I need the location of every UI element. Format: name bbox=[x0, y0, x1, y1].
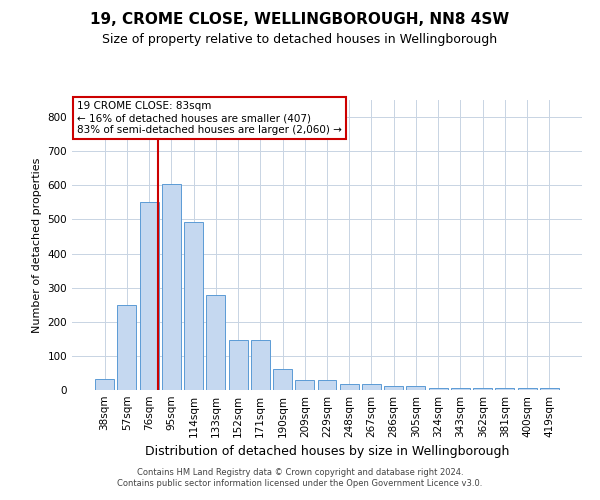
Bar bbox=[451, 388, 470, 390]
Bar bbox=[518, 388, 536, 390]
Bar bbox=[251, 340, 270, 390]
Bar bbox=[140, 202, 158, 390]
Bar bbox=[406, 386, 425, 390]
Bar bbox=[317, 380, 337, 390]
Bar bbox=[340, 384, 359, 390]
Text: Size of property relative to detached houses in Wellingborough: Size of property relative to detached ho… bbox=[103, 32, 497, 46]
Text: 19 CROME CLOSE: 83sqm
← 16% of detached houses are smaller (407)
83% of semi-det: 19 CROME CLOSE: 83sqm ← 16% of detached … bbox=[77, 102, 342, 134]
Bar bbox=[295, 380, 314, 390]
Bar bbox=[184, 222, 203, 390]
Bar bbox=[162, 184, 181, 390]
Bar bbox=[229, 340, 248, 390]
Bar bbox=[473, 388, 492, 390]
Bar bbox=[429, 388, 448, 390]
X-axis label: Distribution of detached houses by size in Wellingborough: Distribution of detached houses by size … bbox=[145, 446, 509, 458]
Bar bbox=[540, 388, 559, 390]
Y-axis label: Number of detached properties: Number of detached properties bbox=[32, 158, 42, 332]
Bar bbox=[95, 379, 114, 390]
Bar bbox=[118, 306, 136, 390]
Bar bbox=[384, 386, 403, 390]
Bar bbox=[496, 388, 514, 390]
Text: 19, CROME CLOSE, WELLINGBOROUGH, NN8 4SW: 19, CROME CLOSE, WELLINGBOROUGH, NN8 4SW bbox=[91, 12, 509, 28]
Text: Contains HM Land Registry data © Crown copyright and database right 2024.
Contai: Contains HM Land Registry data © Crown c… bbox=[118, 468, 482, 487]
Bar bbox=[206, 295, 225, 390]
Bar bbox=[362, 384, 381, 390]
Bar bbox=[273, 369, 292, 390]
